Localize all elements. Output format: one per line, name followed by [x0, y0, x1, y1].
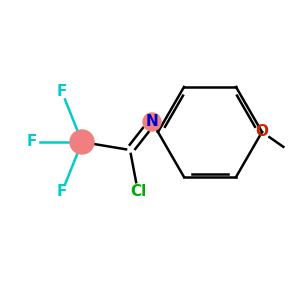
Circle shape: [143, 113, 161, 131]
Text: Cl: Cl: [130, 184, 146, 200]
Text: F: F: [57, 85, 67, 100]
Text: O: O: [256, 124, 268, 140]
Circle shape: [70, 130, 94, 154]
Text: N: N: [146, 115, 158, 130]
Text: F: F: [57, 184, 67, 200]
Text: F: F: [27, 134, 37, 149]
